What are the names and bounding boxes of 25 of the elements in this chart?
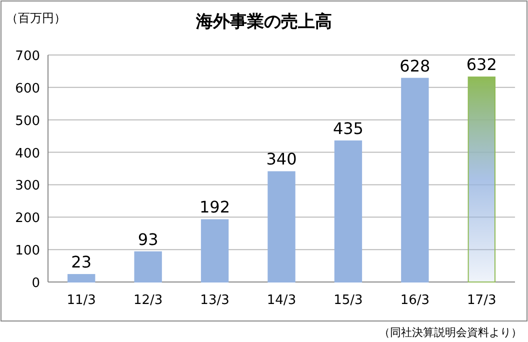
chart-title: 海外事業の売上高: [195, 12, 332, 32]
y-axis-title: （百万円）: [6, 11, 66, 25]
x-tick-label: 14/3: [266, 293, 296, 308]
y-tick-label: 400: [15, 146, 40, 162]
y-tick-label: 300: [15, 178, 40, 194]
y-tick-label: 100: [15, 244, 40, 259]
y-tick-label: 500: [15, 114, 40, 129]
data-label: 435: [332, 118, 364, 138]
text: （同社決算説明会資料より）: [379, 326, 522, 339]
data-label: 23: [71, 252, 92, 272]
data-label: 340: [266, 150, 297, 169]
x-tick-label: 15/3: [334, 293, 363, 308]
data-label: 632: [466, 55, 497, 74]
x-tick-label: 11/3: [66, 293, 96, 308]
data-label: 628: [400, 56, 430, 76]
x-tick-label: 12/3: [133, 293, 163, 308]
y-tick-label: 600: [15, 81, 40, 96]
x-tick-label: 13/3: [200, 293, 230, 308]
x-tick-label: 17/3: [467, 293, 496, 308]
x-tick-label: 16/3: [400, 293, 430, 308]
y-tick-label: 700: [15, 49, 40, 64]
data-label: 192: [200, 198, 230, 217]
y-tick-label: 200: [15, 211, 40, 226]
y-tick-label: 0: [32, 276, 40, 291]
data-label: 93: [138, 230, 158, 249]
